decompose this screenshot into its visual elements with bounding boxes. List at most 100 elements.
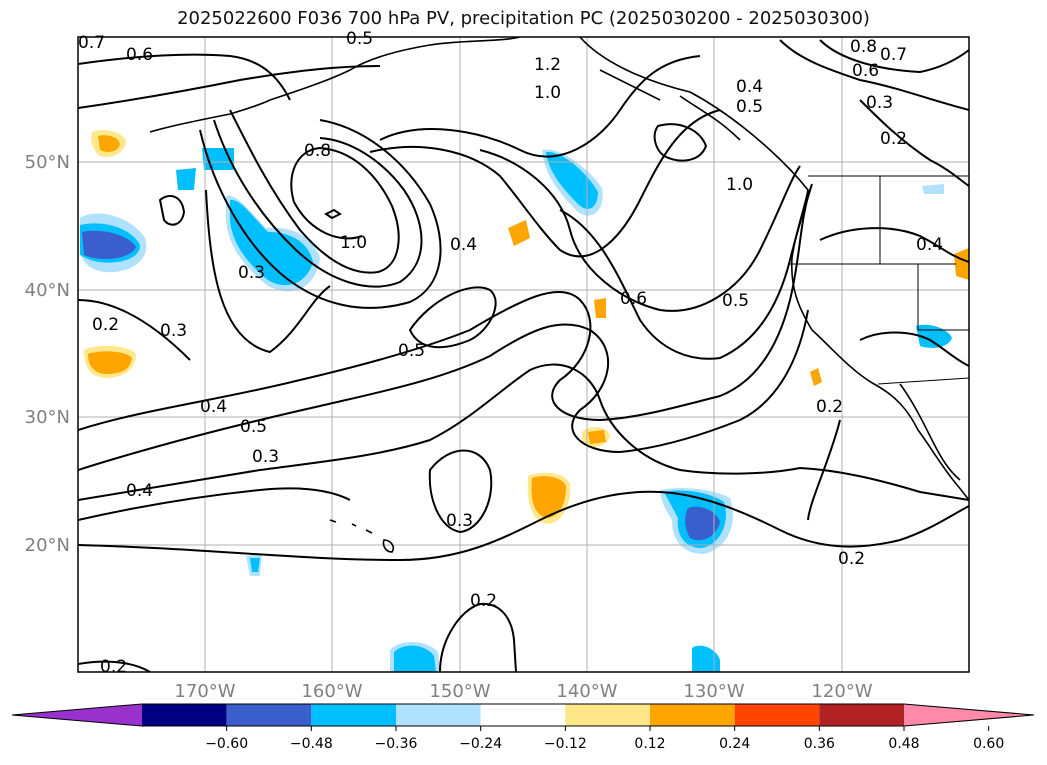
colorbar-swatch — [650, 704, 735, 726]
shade-positive — [508, 220, 530, 246]
contour-label: 0.3 — [446, 511, 473, 531]
contour-label: 0.4 — [200, 397, 227, 417]
shade-positive — [88, 351, 132, 374]
contour-line — [859, 331, 969, 367]
contour-line — [819, 227, 969, 263]
contour-label: 0.5 — [722, 291, 749, 311]
contour-label: 1.0 — [726, 175, 753, 195]
contour-line — [78, 490, 969, 562]
contour-label: 1.2 — [534, 55, 561, 75]
contour-line — [78, 299, 191, 361]
latitude-labels: 50°N 40°N 30°N 20°N — [25, 152, 70, 556]
contour-label: 0.3 — [866, 93, 893, 113]
precipitation-shading — [80, 130, 969, 672]
coastline-alaska — [269, 37, 521, 101]
shade-negative — [692, 645, 720, 672]
shade-negative — [916, 324, 952, 348]
shade-negative — [394, 645, 436, 672]
lat-label: 30°N — [25, 407, 70, 428]
contour-line — [78, 53, 291, 101]
contour-label: 0.2 — [816, 397, 843, 417]
lon-label: 120°W — [811, 681, 872, 702]
colorbar-tick-label: 0.36 — [804, 736, 835, 752]
contour-line — [819, 39, 969, 74]
border-state-line — [790, 176, 969, 331]
colorbar-swatch — [396, 704, 481, 726]
coastline-north-america — [579, 37, 969, 501]
contour-label: 0.2 — [880, 129, 907, 149]
contour-label: 0.2 — [838, 549, 865, 569]
contour-label: 0.5 — [240, 417, 267, 437]
contour-line — [324, 208, 342, 220]
lat-label: 50°N — [25, 152, 70, 173]
contour-line — [199, 119, 442, 309]
colorbar-swatch — [480, 704, 566, 726]
political-borders — [790, 175, 969, 385]
colorbar-swatch — [12, 704, 142, 726]
contour-label: 0.3 — [252, 447, 279, 467]
lat-label: 20°N — [25, 535, 70, 556]
shade-positive — [588, 430, 606, 444]
shade-negative — [685, 506, 720, 541]
contour-line — [78, 660, 151, 672]
contour-line — [479, 149, 801, 312]
colorbar-tick-label: −0.12 — [544, 736, 587, 752]
shade-positive — [594, 298, 606, 318]
colorbar-tick-label: −0.48 — [290, 736, 333, 752]
border-us-mexico — [877, 377, 969, 385]
shade-negative — [82, 230, 136, 259]
contour-line — [78, 189, 811, 431]
contour-label: 1.0 — [534, 83, 561, 103]
coastline-baja — [899, 383, 961, 481]
contour-label: 0.5 — [398, 341, 425, 361]
colorbar: −0.60 −0.48 −0.36 −0.24 −0.12 0.12 0.24 0.36 0.4… — [11, 703, 1035, 752]
colorbar-outline — [11, 703, 1035, 727]
contour-label: 0.6 — [852, 61, 879, 81]
map-frame — [77, 36, 970, 673]
map-title: 2025022600 F036 700 hPa PV, precipitatio… — [177, 8, 870, 29]
coastlines — [149, 37, 969, 553]
contour-line — [369, 109, 721, 258]
colorbar-swatch — [311, 704, 396, 726]
contour-label: 0.8 — [850, 37, 877, 57]
contour-line — [779, 39, 969, 111]
contour-line — [78, 487, 351, 521]
colorbar-tick-label: 0.48 — [888, 736, 919, 752]
contour-line — [807, 419, 841, 521]
coastline-aleutians — [149, 99, 271, 133]
longitude-labels: 170°W 160°W 150°W 140°W 130°W 120°W — [174, 681, 872, 702]
shade-positive — [531, 476, 566, 518]
contour-line — [428, 449, 493, 534]
colorbar-tick-label: 0.12 — [634, 736, 665, 752]
contour-line — [78, 309, 809, 471]
contour-line — [78, 363, 969, 501]
contour-label: 0.7 — [880, 45, 907, 65]
contour-line — [439, 602, 517, 672]
contour-label: 0.8 — [304, 141, 331, 161]
colorbar-swatch — [142, 704, 227, 726]
shade-negative — [176, 168, 196, 190]
graticule — [78, 37, 969, 672]
shade-negative — [230, 199, 313, 286]
contour-label: 0.4 — [736, 77, 763, 97]
contour-line — [653, 123, 708, 162]
contour-label: 0.6 — [620, 289, 647, 309]
contour-label: 1.0 — [340, 233, 367, 253]
colorbar-swatch — [904, 704, 1034, 726]
shade-negative — [922, 184, 944, 194]
contour-label: 0.3 — [238, 263, 265, 283]
contour-label: 0.3 — [160, 321, 187, 341]
contour-line — [213, 119, 423, 288]
contour-labels: 0.7 0.6 0.5 1.2 1.0 0.8 0.7 0.6 0.4 0.5 … — [78, 29, 943, 677]
lon-label: 170°W — [174, 681, 235, 702]
colorbar-swatch — [226, 704, 312, 726]
shade-positive — [810, 368, 822, 386]
hawaii-islands — [329, 519, 395, 553]
contour-line — [408, 286, 497, 349]
contour-line — [78, 65, 381, 109]
colorbar-tick-label: 0.24 — [719, 736, 750, 752]
colorbar-tick-label: −0.60 — [205, 736, 248, 752]
contour-label: 0.2 — [92, 315, 119, 335]
lon-label: 140°W — [556, 681, 617, 702]
